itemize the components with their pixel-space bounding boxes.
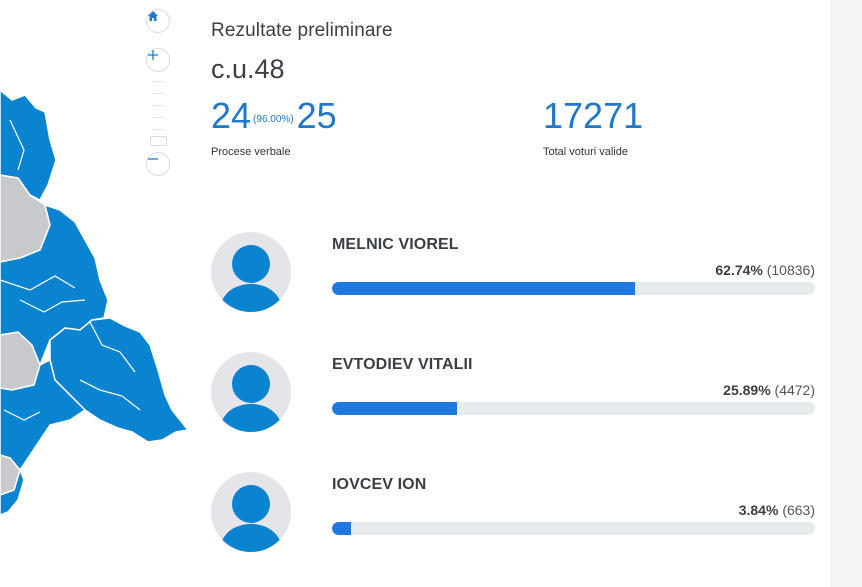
avatar [211, 232, 291, 312]
protocols-label: Procese verbale [211, 146, 291, 158]
user-silhouette-icon [219, 245, 283, 312]
candidate-votes: (10836) [766, 262, 815, 278]
zoom-tick[interactable] [152, 93, 164, 94]
zoom-tick[interactable] [152, 129, 164, 130]
minus-icon [148, 158, 158, 160]
candidate-name: MELNIC VIOREL [332, 236, 459, 253]
protocols-total: 25 [296, 95, 337, 136]
protocols-counter: 24 (96.00%)25 [211, 98, 337, 134]
valid-votes-count: 17271 [543, 95, 644, 136]
map-region-blue-center [0, 203, 109, 368]
progress-track [332, 282, 815, 295]
progress-track [332, 402, 815, 415]
zoom-slider-handle[interactable] [150, 136, 167, 146]
avatar [211, 352, 291, 432]
progress-fill [332, 522, 351, 535]
candidate-row: IOVCEV ION 3.84% (663) [211, 472, 815, 552]
progress-fill [332, 402, 458, 415]
candidate-votes: (663) [782, 502, 815, 518]
candidate-votes: (4472) [774, 382, 815, 398]
valid-votes-label: Total voturi valide [543, 146, 628, 158]
protocols-counted: 24 [211, 95, 252, 136]
map-region-blue-far-south [0, 467, 25, 516]
progress-track [332, 522, 815, 535]
results-panel: Rezultate preliminare c.u.48 24 (96.00%)2… [194, 0, 831, 587]
candidate-percent: 62.74% [715, 262, 763, 278]
home-icon [148, 11, 158, 21]
map-home-button[interactable] [146, 9, 170, 33]
right-gutter [831, 0, 862, 587]
zoom-tick[interactable] [152, 81, 164, 82]
protocols-percent: (96.00%) [253, 114, 294, 125]
candidate-result: 3.84% (663) [739, 502, 815, 518]
zoom-tick[interactable] [152, 105, 164, 106]
candidate-name: IOVCEV ION [332, 476, 427, 493]
candidate-result: 25.89% (4472) [723, 382, 815, 398]
map-zoom-in-button[interactable] [146, 48, 170, 72]
map-zoom-out-button[interactable] [146, 152, 170, 176]
map-region-blue-south [0, 358, 87, 472]
candidate-name: EVTODIEV VITALII [332, 356, 473, 373]
plus-icon [148, 50, 158, 60]
candidate-percent: 25.89% [723, 382, 771, 398]
user-silhouette-icon [219, 485, 283, 552]
map-region-blue-north [0, 89, 57, 201]
candidate-result: 62.74% (10836) [715, 262, 815, 278]
district-name: c.u.48 [211, 54, 285, 84]
candidate-row: EVTODIEV VITALII 25.89% (4472) [211, 352, 815, 432]
candidate-percent: 3.84% [738, 502, 779, 518]
zoom-tick[interactable] [152, 117, 164, 118]
avatar [211, 472, 291, 552]
progress-fill [332, 282, 636, 295]
candidate-row: MELNIC VIOREL 62.74% (10836) [211, 232, 815, 312]
map-pane[interactable] [0, 0, 194, 587]
user-silhouette-icon [219, 365, 283, 432]
map-region-blue-east [49, 317, 190, 443]
page-title: Rezultate preliminare [211, 20, 393, 41]
map-svg[interactable] [0, 0, 194, 587]
